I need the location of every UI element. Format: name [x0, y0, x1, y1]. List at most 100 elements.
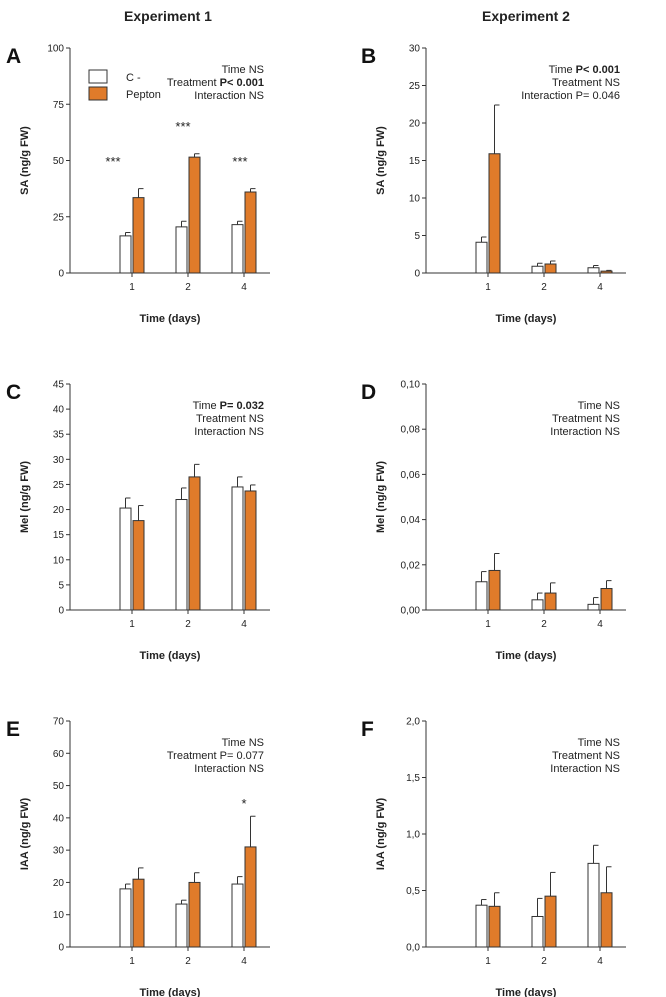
bar-control-day-2: [531, 915, 544, 948]
y-tick-label: 0,04: [401, 515, 421, 526]
bar-control-day-2: [175, 499, 188, 611]
x-tick-label: 2: [541, 956, 547, 967]
bar-pepton-day-4: [600, 270, 613, 274]
stats-line: Interaction NS: [550, 426, 620, 438]
panel-letter: F: [361, 718, 374, 741]
bar-control-day-2: [531, 265, 544, 274]
legend-swatch-pepton: [88, 86, 108, 101]
x-axis-title: Time (days): [140, 650, 201, 662]
panel-letter: B: [361, 45, 376, 68]
y-tick-label: 0,0: [406, 943, 420, 954]
stats-line: Treatment NS: [552, 750, 620, 762]
y-tick-label: 40: [53, 405, 65, 416]
bar-control-day-1: [475, 241, 488, 274]
y-tick-label: 30: [53, 455, 65, 466]
stats-line: Interaction NS: [194, 90, 264, 102]
stats-line: Interaction P= 0.046: [521, 90, 620, 102]
y-tick-label: 0: [414, 269, 420, 280]
stats-line: Treatment NS: [552, 413, 620, 425]
bar-pepton-day-4: [244, 191, 257, 274]
bar-pepton-day-2: [188, 476, 201, 611]
y-tick-label: 45: [53, 380, 65, 391]
bar-pepton-day-2: [188, 881, 201, 948]
y-tick-label: 40: [53, 813, 65, 824]
x-tick-label: 1: [129, 282, 135, 293]
stats-line: Treatment P< 0.001: [167, 77, 264, 89]
y-tick-label: 15: [409, 156, 421, 167]
y-tick-label: 10: [53, 910, 65, 921]
x-tick-label: 4: [597, 282, 603, 293]
bar-pepton-day-2: [188, 156, 201, 274]
y-tick-label: 70: [53, 717, 65, 728]
y-tick-label: 10: [53, 555, 65, 566]
x-tick-label: 1: [485, 619, 491, 630]
x-tick-label: 4: [597, 619, 603, 630]
y-tick-label: 0: [58, 943, 64, 954]
y-tick-label: 0: [58, 269, 64, 280]
x-tick-label: 4: [241, 956, 247, 967]
y-tick-label: 0,08: [401, 425, 421, 436]
y-tick-label: 25: [53, 480, 65, 491]
panel-c: C 0 5 10 15 20 25 30 35 40 45 Mel (ng/g FW) 1 2 4 Time …: [6, 380, 270, 662]
legend: C - Pepton: [88, 69, 161, 101]
x-tick-label: 1: [485, 282, 491, 293]
panel-e: E 0 10 20 30 40 50 60 70 IAA (ng/g FW) 1 2 4 Time (da…: [6, 717, 270, 997]
bar-pepton-day-1: [132, 878, 145, 948]
bar-control-day-4: [231, 486, 244, 611]
y-tick-label: 5: [414, 231, 420, 242]
bar-control-day-4: [231, 883, 244, 948]
y-tick-label: 60: [53, 749, 65, 760]
stats-line: Treatment P= 0.077: [167, 750, 264, 762]
bar-control-day-1: [119, 888, 132, 948]
panel-letter: C: [6, 381, 21, 404]
bar-control-day-1: [119, 507, 132, 611]
bar-pepton-day-1: [132, 197, 145, 274]
y-axis-title: IAA (ng/g FW): [19, 798, 31, 871]
bar-pepton-day-1: [488, 569, 501, 611]
stats-line: Time P= 0.032: [193, 400, 264, 412]
y-tick-label: 50: [53, 781, 65, 792]
bar-control-day-4: [587, 603, 600, 611]
y-axis-title: Mel (ng/g FW): [375, 461, 387, 533]
x-tick-label: 1: [129, 619, 135, 630]
x-tick-label: 1: [129, 956, 135, 967]
bar-pepton-day-2: [544, 895, 557, 948]
x-axis-title: Time (days): [496, 650, 557, 662]
stats-line: Treatment NS: [196, 413, 264, 425]
y-tick-label: 75: [53, 100, 65, 111]
bar-pepton-day-1: [488, 905, 501, 948]
bar-pepton-day-2: [544, 592, 557, 611]
bar-pepton-day-1: [132, 520, 145, 611]
y-tick-label: 0,10: [401, 380, 421, 391]
stats-line: Interaction NS: [194, 763, 264, 775]
x-tick-label: 4: [241, 619, 247, 630]
significance-marker: ***: [232, 154, 247, 169]
column-title-experiment-1: Experiment 1: [124, 8, 212, 24]
stats-line: Time NS: [222, 64, 264, 76]
bar-control-day-4: [231, 224, 244, 274]
bar-pepton-day-4: [244, 490, 257, 611]
stats-line: Time NS: [578, 737, 620, 749]
x-axis-title: Time (days): [496, 313, 557, 325]
bar-pepton-day-2: [544, 263, 557, 274]
y-tick-label: 0,06: [401, 470, 421, 481]
bar-control-day-2: [175, 226, 188, 274]
bar-control-day-2: [531, 599, 544, 611]
legend-label-control: C -: [126, 72, 141, 84]
legend-swatch-control: [88, 69, 108, 84]
x-tick-label: 2: [185, 282, 191, 293]
x-tick-label: 4: [241, 282, 247, 293]
panel-letter: E: [6, 718, 20, 741]
legend-label-pepton: Pepton: [126, 89, 161, 101]
column-title-experiment-2: Experiment 2: [482, 8, 570, 24]
bar-control-day-1: [119, 235, 132, 274]
y-tick-label: 0,00: [401, 606, 421, 617]
y-tick-label: 30: [53, 846, 65, 857]
y-tick-label: 30: [409, 44, 421, 55]
stats-line: Interaction NS: [550, 763, 620, 775]
y-tick-label: 50: [53, 156, 65, 167]
panel-d: D 0,00 0,02 0,04 0,06 0,08 0,10 Mel (ng/g FW) 1 2…: [361, 380, 626, 662]
panel-letter: A: [6, 45, 21, 68]
